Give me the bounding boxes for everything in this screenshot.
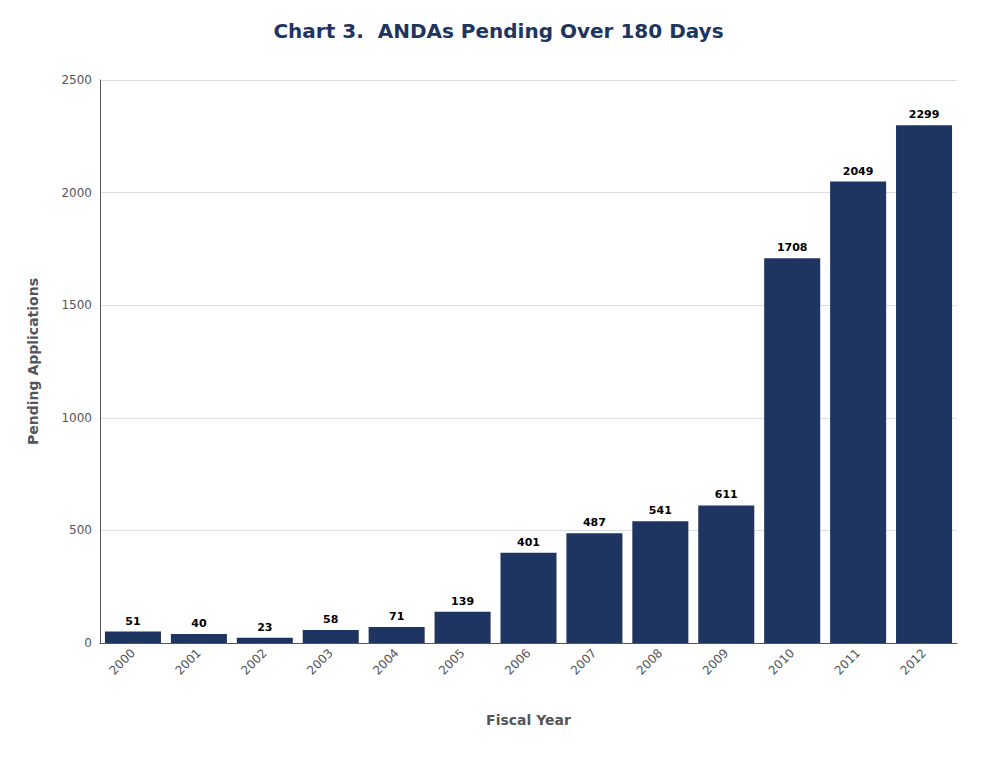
svg-text:23: 23	[257, 621, 272, 634]
svg-text:139: 139	[451, 595, 474, 608]
svg-text:Chart 3. ANDAs Pending Over 1: Chart 3. ANDAs Pending Over 180 Days	[273, 19, 723, 43]
svg-text:40: 40	[191, 617, 207, 630]
svg-text:58: 58	[323, 613, 338, 626]
svg-text:541: 541	[649, 504, 672, 517]
svg-text:2000: 2000	[106, 646, 137, 677]
svg-text:2002: 2002	[238, 646, 269, 677]
svg-text:2001: 2001	[172, 646, 203, 677]
svg-text:487: 487	[583, 516, 606, 529]
svg-text:2049: 2049	[843, 165, 874, 178]
svg-text:2299: 2299	[909, 108, 940, 121]
svg-text:51: 51	[125, 615, 140, 628]
svg-text:2010: 2010	[766, 646, 797, 677]
svg-text:71: 71	[389, 610, 404, 623]
svg-text:Fiscal Year: Fiscal Year	[486, 712, 571, 728]
svg-text:2003: 2003	[304, 646, 335, 677]
svg-text:2000: 2000	[61, 186, 92, 200]
svg-text:2007: 2007	[568, 646, 599, 677]
svg-text:1708: 1708	[777, 241, 808, 254]
svg-text:2008: 2008	[634, 646, 665, 677]
svg-text:0: 0	[84, 636, 92, 650]
svg-text:2011: 2011	[832, 646, 863, 677]
svg-text:2500: 2500	[61, 73, 92, 87]
svg-text:1000: 1000	[61, 411, 92, 425]
svg-text:401: 401	[517, 536, 540, 549]
svg-text:1500: 1500	[61, 298, 92, 312]
svg-text:2004: 2004	[370, 646, 401, 677]
svg-text:2012: 2012	[898, 646, 929, 677]
svg-text:2009: 2009	[700, 646, 731, 677]
svg-text:2005: 2005	[436, 646, 467, 677]
svg-text:611: 611	[715, 488, 738, 501]
svg-text:Pending Applications: Pending Applications	[25, 278, 41, 445]
svg-text:500: 500	[69, 523, 92, 537]
svg-text:2006: 2006	[502, 646, 533, 677]
